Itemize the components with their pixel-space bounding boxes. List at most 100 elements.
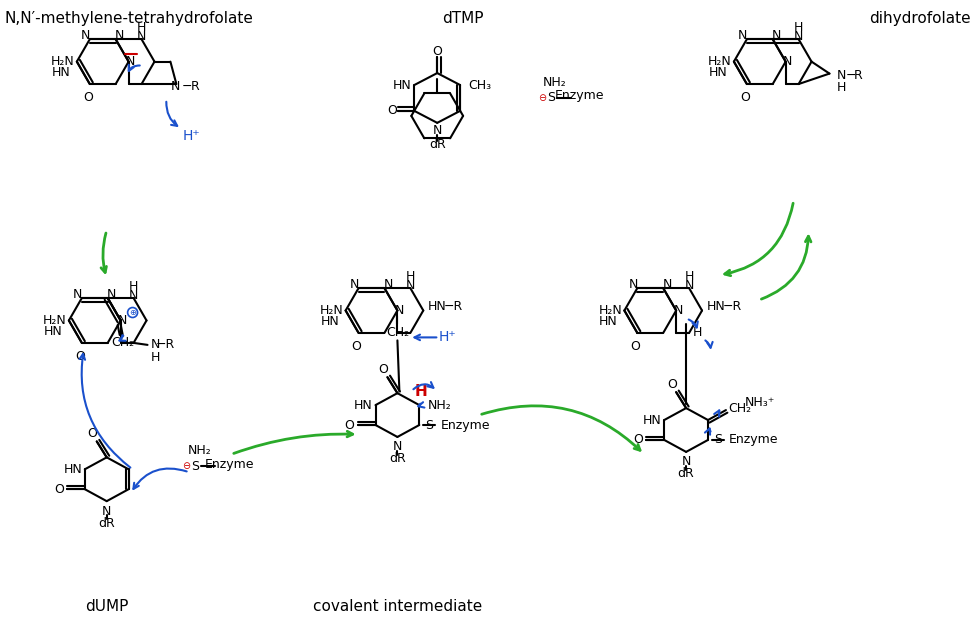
- Text: HN: HN: [428, 300, 447, 313]
- Text: N: N: [115, 29, 125, 42]
- Text: N: N: [118, 314, 128, 327]
- Text: dR: dR: [678, 467, 694, 480]
- Text: H: H: [837, 81, 846, 94]
- Text: N: N: [350, 278, 359, 290]
- Text: CH₃: CH₃: [468, 78, 491, 92]
- Text: CH₂: CH₂: [111, 336, 135, 349]
- Text: CH₂: CH₂: [728, 402, 752, 414]
- Text: N: N: [102, 505, 111, 518]
- Text: HN: HN: [709, 66, 727, 79]
- Text: N: N: [81, 29, 91, 42]
- Text: N: N: [151, 338, 160, 351]
- Text: N: N: [129, 288, 138, 302]
- Text: O: O: [387, 105, 398, 117]
- Text: N: N: [406, 278, 415, 292]
- Text: ⊖: ⊖: [182, 461, 190, 472]
- Text: dR: dR: [98, 516, 115, 530]
- Text: HN: HN: [643, 414, 662, 427]
- Text: O: O: [87, 427, 97, 440]
- Text: H: H: [684, 270, 694, 283]
- Text: H: H: [151, 351, 160, 364]
- Text: R: R: [854, 69, 863, 82]
- Text: O: O: [83, 92, 93, 105]
- Text: H: H: [136, 21, 146, 34]
- Text: N: N: [674, 304, 682, 317]
- Text: ⊕: ⊕: [129, 308, 137, 317]
- Text: H: H: [406, 270, 415, 283]
- Text: O: O: [667, 378, 677, 391]
- Text: NH₃⁺: NH₃⁺: [745, 396, 775, 409]
- Text: O: O: [378, 363, 388, 376]
- Text: N,N′-methylene-tetrahydrofolate: N,N′-methylene-tetrahydrofolate: [4, 11, 254, 26]
- Text: H: H: [415, 384, 428, 399]
- Text: N: N: [738, 29, 748, 42]
- Text: O: O: [432, 45, 443, 58]
- Text: S: S: [547, 92, 555, 105]
- Text: O: O: [352, 340, 362, 353]
- Text: H₂N: H₂N: [599, 304, 622, 317]
- Text: O: O: [345, 419, 355, 432]
- Text: N: N: [794, 30, 803, 43]
- Text: O: O: [75, 350, 85, 363]
- Text: dR: dR: [389, 452, 406, 465]
- Text: ⊖: ⊖: [537, 93, 546, 103]
- Text: H: H: [129, 280, 138, 293]
- Text: dR: dR: [429, 138, 446, 151]
- Text: dUMP: dUMP: [85, 599, 129, 614]
- Text: HN: HN: [599, 315, 618, 328]
- Text: N: N: [772, 29, 781, 42]
- Text: N: N: [433, 125, 442, 137]
- Text: HN: HN: [707, 300, 725, 313]
- Text: dTMP: dTMP: [443, 11, 484, 26]
- Text: NH₂: NH₂: [187, 444, 212, 457]
- Text: N: N: [395, 304, 404, 317]
- Text: O: O: [740, 92, 750, 105]
- Text: O: O: [631, 340, 641, 353]
- Text: H₂N: H₂N: [708, 55, 732, 68]
- Text: −: −: [182, 80, 193, 93]
- Text: −R: −R: [444, 300, 463, 313]
- Text: H: H: [692, 326, 702, 340]
- Text: −: −: [846, 69, 857, 82]
- Text: N: N: [837, 69, 846, 82]
- Text: CH₂: CH₂: [386, 326, 409, 339]
- Text: S: S: [714, 434, 721, 447]
- Text: O: O: [634, 434, 644, 447]
- Text: S: S: [425, 419, 433, 432]
- Text: NH₂: NH₂: [543, 75, 566, 88]
- Text: H⁺: H⁺: [439, 330, 456, 345]
- Text: N: N: [384, 278, 393, 290]
- Text: H₂N: H₂N: [320, 304, 343, 317]
- Text: HN: HN: [393, 78, 411, 92]
- Text: N: N: [393, 440, 402, 454]
- Text: S: S: [191, 460, 199, 473]
- Text: N: N: [126, 55, 136, 68]
- Text: N: N: [682, 455, 691, 468]
- Text: H: H: [794, 21, 803, 34]
- Text: O: O: [54, 483, 63, 496]
- Text: H₂N: H₂N: [51, 55, 75, 68]
- Text: H₂N: H₂N: [43, 314, 67, 327]
- Text: N: N: [171, 80, 180, 93]
- Text: N: N: [73, 288, 83, 300]
- Text: HN: HN: [63, 463, 82, 476]
- Text: R: R: [191, 80, 200, 93]
- Text: N: N: [662, 278, 672, 290]
- Text: covalent intermediate: covalent intermediate: [313, 599, 482, 614]
- Text: HN: HN: [44, 325, 62, 338]
- Text: Enzyme: Enzyme: [205, 458, 254, 471]
- Text: Enzyme: Enzyme: [729, 434, 779, 447]
- Text: Enzyme: Enzyme: [555, 90, 604, 102]
- Text: NH₂: NH₂: [427, 399, 451, 412]
- Text: −R: −R: [156, 338, 176, 351]
- Text: dihydrofolate: dihydrofolate: [869, 11, 971, 26]
- Text: N: N: [136, 30, 146, 43]
- Text: N: N: [629, 278, 638, 290]
- Text: Enzyme: Enzyme: [441, 419, 489, 432]
- Text: −R: −R: [722, 300, 742, 313]
- Text: H⁺: H⁺: [182, 129, 200, 143]
- Text: N: N: [107, 288, 116, 300]
- Text: N: N: [684, 278, 694, 292]
- Text: HN: HN: [321, 315, 339, 328]
- Text: N: N: [783, 55, 793, 68]
